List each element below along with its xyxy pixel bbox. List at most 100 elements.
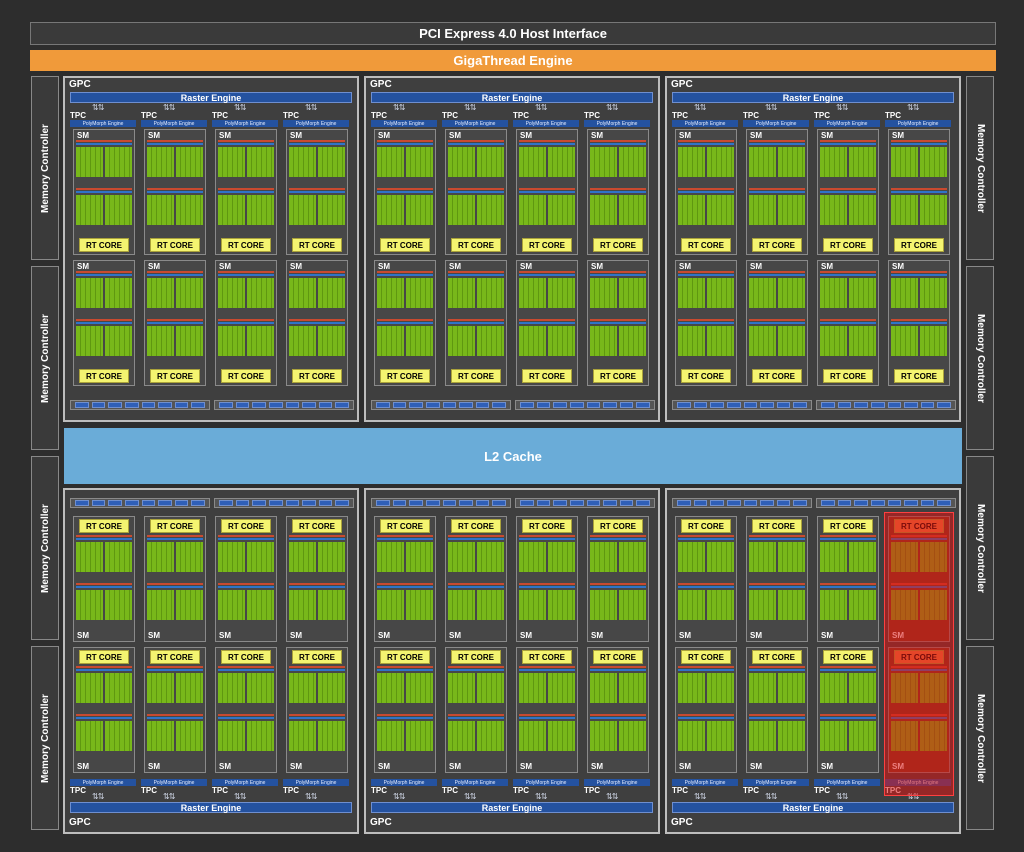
polymorph-engine: PolyMorph Engine	[672, 779, 738, 786]
cuda-cores	[218, 590, 245, 620]
polymorph-engine: PolyMorph Engine	[283, 779, 349, 786]
warp-scheduler-strip	[377, 319, 433, 321]
cuda-cores	[749, 542, 776, 572]
cuda-core-group	[820, 590, 876, 620]
texture-unit	[536, 402, 551, 408]
cuda-core-group	[377, 278, 433, 308]
warp-scheduler-strip	[289, 666, 345, 668]
dispatch-strip	[76, 191, 132, 193]
pcie-host-interface: PCI Express 4.0 Host Interface	[30, 22, 996, 45]
cuda-cores	[891, 326, 918, 356]
cuda-core-group	[448, 590, 504, 620]
gpc-block: GPC Raster Engine ⇅⇅ TPC PolyMorph Engine SM R…	[63, 488, 359, 834]
texture-unit	[492, 500, 506, 506]
sm-label: SM	[148, 762, 160, 771]
warp-scheduler-strip	[218, 714, 274, 716]
cuda-core-group	[749, 326, 805, 356]
dispatch-strip	[448, 143, 504, 145]
polymorph-engine: PolyMorph Engine	[743, 779, 809, 786]
l2-cache: L2 Cache	[64, 428, 962, 484]
dispatch-strip	[820, 143, 876, 145]
texture-unit	[937, 402, 951, 408]
warp-scheduler-strip	[749, 140, 805, 142]
streaming-multiprocessor: SM RT CORE	[215, 516, 277, 642]
cuda-core-group	[218, 590, 274, 620]
texture-unit	[553, 500, 567, 506]
streaming-multiprocessor: SM RT CORE	[746, 516, 808, 642]
data-flow-arrows: ⇅⇅	[606, 103, 618, 112]
dispatch-strip	[749, 669, 805, 671]
sm-label: SM	[750, 262, 762, 271]
streaming-multiprocessor: SM RT CORE	[144, 647, 206, 773]
texture-unit	[409, 402, 423, 408]
dispatch-strip	[76, 669, 132, 671]
polymorph-engine: PolyMorph Engine	[212, 120, 278, 127]
polymorph-engine: PolyMorph Engine	[141, 120, 207, 127]
texture-unit	[141, 402, 156, 408]
rt-core: RT CORE	[150, 238, 200, 252]
texture-unit	[124, 402, 139, 408]
texture-unit	[252, 500, 266, 506]
cuda-cores	[147, 673, 174, 703]
sm-label: SM	[892, 131, 904, 140]
texture-unit	[603, 500, 617, 506]
texture-unit	[442, 500, 457, 506]
data-flow-arrows: ⇅⇅	[92, 103, 104, 112]
tpc-label: TPC	[743, 111, 759, 120]
data-flow-arrows: ⇅⇅	[305, 103, 317, 112]
cuda-cores	[247, 721, 274, 751]
tpc-label: TPC	[212, 786, 228, 795]
cuda-core-group	[519, 278, 575, 308]
texture-unit	[141, 500, 156, 506]
cuda-cores	[778, 673, 805, 703]
warp-scheduler-strip	[76, 714, 132, 716]
cuda-core-group	[76, 278, 132, 308]
cuda-cores	[849, 326, 876, 356]
warp-scheduler-strip	[448, 319, 504, 321]
cuda-cores	[105, 195, 132, 225]
cuda-cores	[105, 278, 132, 308]
gpc-block: GPC Raster Engine ⇅⇅ TPC PolyMorph Engine SM R…	[63, 76, 359, 422]
cuda-core-group	[519, 542, 575, 572]
texture-unit-row	[515, 400, 655, 410]
tpc-label: TPC	[743, 786, 759, 795]
rt-core: RT CORE	[593, 369, 643, 383]
tpc-label: TPC	[814, 786, 830, 795]
warp-scheduler-strip	[218, 666, 274, 668]
dispatch-strip	[891, 191, 947, 193]
rt-core: RT CORE	[522, 238, 572, 252]
texture-unit-row	[70, 400, 210, 410]
dispatch-strip	[147, 669, 203, 671]
texture-unit	[710, 402, 724, 408]
dispatch-strip	[820, 669, 876, 671]
cuda-cores	[519, 326, 546, 356]
cuda-core-group	[749, 542, 805, 572]
data-flow-arrows: ⇅⇅	[393, 792, 405, 801]
polymorph-engine: PolyMorph Engine	[513, 120, 579, 127]
texture-unit	[475, 402, 490, 408]
cuda-cores	[749, 326, 776, 356]
warp-scheduler-strip	[749, 271, 805, 273]
texture-unit	[124, 500, 139, 506]
cuda-cores	[147, 721, 174, 751]
data-flow-arrows: ⇅⇅	[163, 792, 175, 801]
cuda-core-group	[76, 721, 132, 751]
cuda-cores	[318, 542, 345, 572]
cuda-cores	[289, 195, 316, 225]
gpc-label: GPC	[671, 817, 693, 828]
texture-unit	[776, 402, 791, 408]
cuda-core-group	[289, 147, 345, 177]
streaming-multiprocessor: SM RT CORE	[215, 647, 277, 773]
texture-unit	[392, 402, 407, 408]
cuda-cores	[849, 147, 876, 177]
texture-unit	[536, 500, 551, 506]
rt-core: RT CORE	[752, 519, 802, 533]
cuda-cores	[377, 195, 404, 225]
cuda-cores	[318, 721, 345, 751]
dispatch-strip	[891, 274, 947, 276]
cuda-core-group	[590, 542, 646, 572]
texture-unit	[793, 402, 807, 408]
cuda-cores	[247, 278, 274, 308]
sm-label: SM	[219, 131, 231, 140]
rt-core: RT CORE	[380, 238, 430, 252]
